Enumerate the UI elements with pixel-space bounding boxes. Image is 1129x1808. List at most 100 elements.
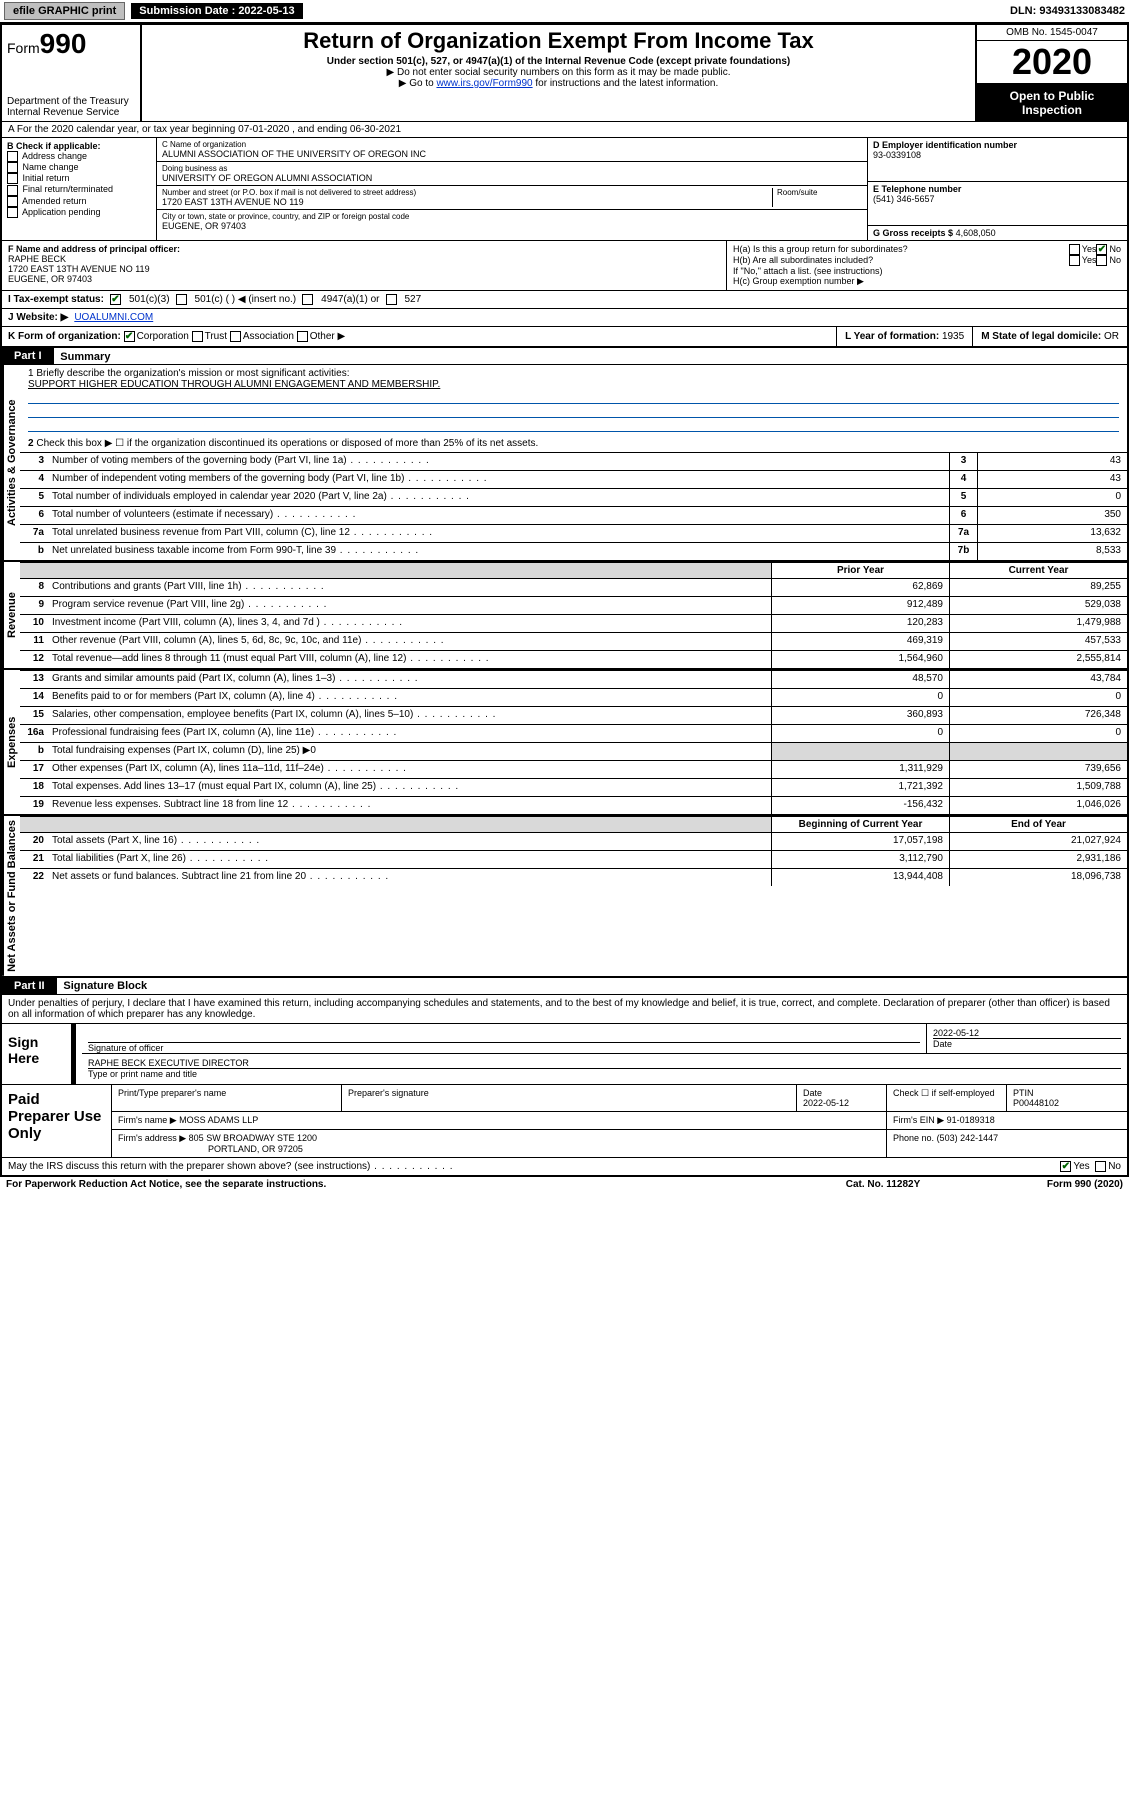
footer-below: For Paperwork Reduction Act Notice, see … (0, 1177, 1129, 1192)
summary-line: 6Total number of volunteers (estimate if… (20, 506, 1127, 524)
k-corp-checkbox[interactable] (124, 331, 135, 342)
i-o3: 4947(a)(1) or (321, 294, 379, 305)
row-fh: F Name and address of principal officer:… (2, 240, 1127, 290)
summary-line: 12Total revenue—add lines 8 through 11 (… (20, 650, 1127, 668)
vlabel-revenue: Revenue (2, 562, 20, 668)
ruled-line (28, 404, 1119, 418)
open-public-badge: Open to Public Inspection (977, 85, 1127, 121)
section-revenue: Revenue Prior Year Current Year 8Contrib… (2, 560, 1127, 668)
row-j: J Website: ▶ UOALUMNI.COM (2, 308, 1127, 326)
discuss-yes-checkbox[interactable] (1060, 1161, 1071, 1172)
firm-phone-lbl: Phone no. (893, 1133, 934, 1143)
yes-lbl: Yes (1082, 244, 1097, 255)
prep-name-hdr: Print/Type preparer's name (112, 1085, 342, 1111)
k-trust-checkbox[interactable] (192, 331, 203, 342)
officer-addr1: 1720 EAST 13TH AVENUE NO 119 (8, 264, 720, 274)
form-990: Form990 Department of the Treasury Inter… (0, 23, 1129, 1177)
omb-number: OMB No. 1545-0047 (977, 25, 1127, 41)
meta-grid: B Check if applicable: Address change Na… (2, 137, 1127, 240)
part-i-header: Part I Summary (2, 346, 1127, 364)
discuss-q: May the IRS discuss this return with the… (8, 1161, 370, 1172)
k-o3: Association (243, 331, 294, 342)
prior-year-hdr: Prior Year (771, 563, 949, 578)
i-501c-checkbox[interactable] (176, 294, 187, 305)
form-header: Form990 Department of the Treasury Inter… (2, 25, 1127, 121)
box-b-option[interactable]: Final return/terminated (7, 184, 151, 195)
box-b-option[interactable]: Name change (7, 162, 151, 173)
header-left: Form990 Department of the Treasury Inter… (2, 25, 142, 121)
section-governance: Activities & Governance 1 Briefly descri… (2, 364, 1127, 560)
officer-name: RAPHE BECK (8, 254, 720, 264)
part-i-title: Summary (56, 351, 110, 363)
firm-addr2: PORTLAND, OR 97205 (118, 1144, 880, 1154)
ruled-line (28, 418, 1119, 432)
no-lbl: No (1109, 244, 1121, 255)
k-assoc-checkbox[interactable] (230, 331, 241, 342)
box-b-label: B Check if applicable: (7, 141, 151, 151)
ha-no-checkbox[interactable] (1096, 244, 1107, 255)
summary-line: 20Total assets (Part X, line 16)17,057,1… (20, 832, 1127, 850)
officer-addr2: EUGENE, OR 97403 (8, 274, 720, 284)
i-o4: 527 (405, 294, 422, 305)
ptin-val: P00448102 (1013, 1098, 1121, 1108)
k-o4: Other ▶ (310, 331, 345, 342)
discuss-no-checkbox[interactable] (1095, 1161, 1106, 1172)
sig-lbl: Signature of officer (88, 1042, 920, 1053)
summary-line: 3Number of voting members of the governi… (20, 452, 1127, 470)
i-501c3-checkbox[interactable] (110, 294, 121, 305)
discuss-no: No (1108, 1161, 1121, 1172)
hb-no-checkbox[interactable] (1096, 255, 1107, 266)
summary-line: 4Number of independent voting members of… (20, 470, 1127, 488)
form-ref: Form 990 (2020) (973, 1179, 1123, 1190)
form-prefix: Form (7, 40, 40, 56)
box-b-option[interactable]: Initial return (7, 173, 151, 184)
discuss-yes: Yes (1073, 1161, 1089, 1172)
subtitle-3: ▶ Go to www.irs.gov/Form990 for instruct… (150, 78, 967, 89)
sign-date: 2022-05-12 (933, 1028, 1121, 1038)
m-lbl: M State of legal domicile: (981, 331, 1101, 342)
i-527-checkbox[interactable] (386, 294, 397, 305)
box-b-option[interactable]: Application pending (7, 207, 151, 218)
summary-line: 17Other expenses (Part IX, column (A), l… (20, 760, 1127, 778)
box-c: C Name of organization ALUMNI ASSOCIATIO… (157, 138, 867, 240)
summary-line: 16aProfessional fundraising fees (Part I… (20, 724, 1127, 742)
efile-button[interactable]: efile GRAPHIC print (4, 2, 125, 20)
section-netassets: Net Assets or Fund Balances Beginning of… (2, 814, 1127, 976)
submission-date-badge: Submission Date : 2022-05-13 (131, 3, 302, 19)
box-h: H(a) Is this a group return for subordin… (727, 241, 1127, 290)
c-city-lbl: City or town, state or province, country… (162, 212, 862, 221)
vlabel-governance: Activities & Governance (2, 365, 20, 560)
row-k: K Form of organization: Corporation Trus… (2, 326, 1127, 346)
subtitle-1: Under section 501(c), 527, or 4947(a)(1)… (150, 56, 967, 67)
c-dba-lbl: Doing business as (162, 164, 862, 173)
header-mid: Return of Organization Exempt From Incom… (142, 25, 977, 121)
paid-preparer-block: Paid Preparer Use Only Print/Type prepar… (2, 1084, 1127, 1157)
k-other-checkbox[interactable] (297, 331, 308, 342)
dln-label: DLN: 93493133083482 (1010, 5, 1125, 17)
c-addr-lbl: Number and street (or P.O. box if mail i… (162, 188, 772, 197)
box-b-option[interactable]: Amended return (7, 196, 151, 207)
website-link[interactable]: UOALUMNI.COM (74, 312, 153, 323)
summary-line: bNet unrelated business taxable income f… (20, 542, 1127, 560)
summary-line: 5Total number of individuals employed in… (20, 488, 1127, 506)
ha-lbl: H(a) Is this a group return for subordin… (733, 244, 1069, 255)
officer-print-name: RAPHE BECK EXECUTIVE DIRECTOR (88, 1058, 1121, 1068)
box-b-option[interactable]: Address change (7, 151, 151, 162)
vlabel-netassets: Net Assets or Fund Balances (2, 816, 20, 976)
boy-hdr: Beginning of Current Year (771, 817, 949, 832)
irs-link[interactable]: www.irs.gov/Form990 (436, 78, 532, 89)
part-i-bar: Part I (2, 348, 54, 364)
m-val: OR (1104, 331, 1119, 342)
ruled-line (28, 390, 1119, 404)
summary-line: 19Revenue less expenses. Subtract line 1… (20, 796, 1127, 814)
k-o1: Corporation (137, 331, 189, 342)
summary-line: 13Grants and similar amounts paid (Part … (20, 670, 1127, 688)
hb-yes-checkbox[interactable] (1069, 255, 1080, 266)
form-title: Return of Organization Exempt From Incom… (150, 28, 967, 54)
i-4947-checkbox[interactable] (302, 294, 313, 305)
sub3-pre: ▶ Go to (399, 78, 437, 89)
ha-yes-checkbox[interactable] (1069, 244, 1080, 255)
vlabel-expenses: Expenses (2, 670, 20, 814)
discuss-row: May the IRS discuss this return with the… (2, 1157, 1127, 1175)
cat-no: Cat. No. 11282Y (793, 1179, 973, 1190)
